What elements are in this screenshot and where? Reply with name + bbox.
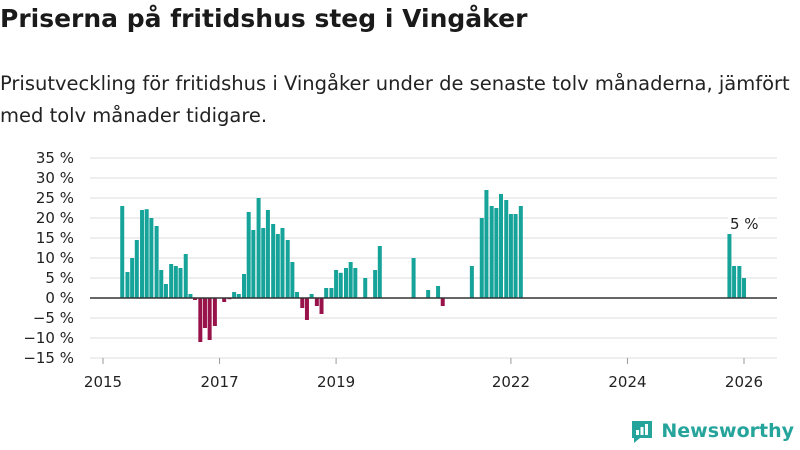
bar — [518, 206, 523, 298]
y-tick-label: 25 % — [36, 189, 74, 207]
bar — [149, 218, 154, 298]
bar — [232, 292, 237, 298]
bar — [125, 272, 130, 298]
bar — [373, 270, 378, 298]
newsworthy-logo-icon — [632, 421, 653, 443]
bar — [411, 258, 416, 298]
y-tick-label: 10 % — [36, 249, 74, 267]
bars — [120, 190, 746, 342]
bar — [198, 298, 203, 342]
bar — [479, 218, 484, 298]
chart-title: Priserna på fritidshus steg i Vingåker — [0, 4, 528, 33]
bar — [304, 298, 309, 320]
bar — [251, 230, 256, 298]
chart-subtitle: Prisutveckling för fritidshus i Vingåker… — [0, 72, 790, 127]
y-tick-label: 15 % — [36, 229, 74, 247]
bar — [469, 266, 474, 298]
bar — [319, 298, 324, 314]
y-tick-label: −5 % — [33, 309, 74, 327]
bar — [290, 262, 295, 298]
bar — [280, 228, 285, 298]
bar — [173, 266, 178, 298]
newsworthy-logo-text: Newsworthy — [661, 420, 794, 442]
bar — [154, 226, 159, 298]
bar — [309, 294, 314, 298]
bar — [130, 258, 135, 298]
bar — [329, 288, 334, 298]
bar — [285, 240, 290, 298]
x-tick-label: 2022 — [492, 373, 530, 391]
x-axis: 2015 2017 2019 2022 2024 2026 — [84, 358, 763, 391]
x-tick-label: 2015 — [84, 373, 122, 391]
bar — [261, 228, 266, 298]
bar — [727, 234, 732, 298]
y-tick-label: 35 % — [36, 149, 74, 167]
bar — [508, 214, 513, 298]
bar — [363, 278, 368, 298]
bar — [169, 264, 174, 298]
bar — [242, 274, 247, 298]
x-tick-label: 2017 — [200, 373, 238, 391]
bar — [324, 288, 329, 298]
bar — [348, 262, 353, 298]
y-tick-label: 20 % — [36, 209, 74, 227]
bar — [159, 270, 164, 298]
gridlines — [90, 157, 777, 359]
bar — [504, 200, 509, 298]
bar — [353, 268, 358, 298]
bar — [732, 266, 737, 298]
bar — [489, 206, 494, 298]
bar — [188, 294, 193, 298]
x-tick-label: 2019 — [317, 373, 355, 391]
bar — [202, 298, 207, 328]
bar — [222, 298, 227, 302]
bar — [314, 298, 319, 306]
bar — [513, 214, 518, 298]
bar — [377, 246, 382, 298]
bar — [183, 254, 188, 298]
bar — [484, 190, 489, 298]
bar — [737, 266, 742, 298]
x-tick-label: 2026 — [725, 373, 763, 391]
bar — [742, 278, 746, 298]
bar — [295, 292, 300, 298]
bar — [140, 210, 145, 298]
bar — [440, 298, 445, 306]
x-tick-label: 2024 — [608, 373, 646, 391]
bar — [344, 268, 348, 298]
bar — [163, 284, 168, 298]
bar — [256, 198, 261, 298]
y-axis: −15 % −10 % −5 % 0 % 5 % 10 % 15 % 20 % 25 % 30 %… — [23, 149, 74, 367]
bar — [236, 294, 241, 298]
bar — [178, 268, 183, 298]
bar — [212, 298, 217, 326]
bar — [275, 234, 280, 298]
newsworthy-logo: Newsworthy — [629, 418, 794, 444]
bar — [499, 194, 503, 298]
bar — [246, 212, 251, 298]
bar — [134, 240, 139, 298]
bar — [193, 298, 198, 300]
bar — [494, 208, 499, 298]
y-tick-label: 0 % — [45, 289, 74, 307]
annotation-label: 5 % — [730, 215, 759, 233]
y-tick-label: −10 % — [23, 329, 74, 347]
y-tick-label: −15 % — [23, 349, 74, 367]
bar — [120, 206, 125, 298]
bar — [144, 209, 149, 298]
y-tick-label: 5 % — [45, 269, 74, 287]
bar — [334, 270, 339, 298]
bar — [338, 272, 343, 298]
bar — [300, 298, 305, 308]
bar — [426, 290, 431, 298]
annotations: 5 % — [728, 215, 759, 234]
y-tick-label: 30 % — [36, 169, 74, 187]
bar — [265, 210, 270, 298]
bar — [271, 224, 276, 298]
bar — [207, 298, 212, 340]
annotation-bg — [728, 215, 758, 234]
bar — [436, 286, 441, 298]
